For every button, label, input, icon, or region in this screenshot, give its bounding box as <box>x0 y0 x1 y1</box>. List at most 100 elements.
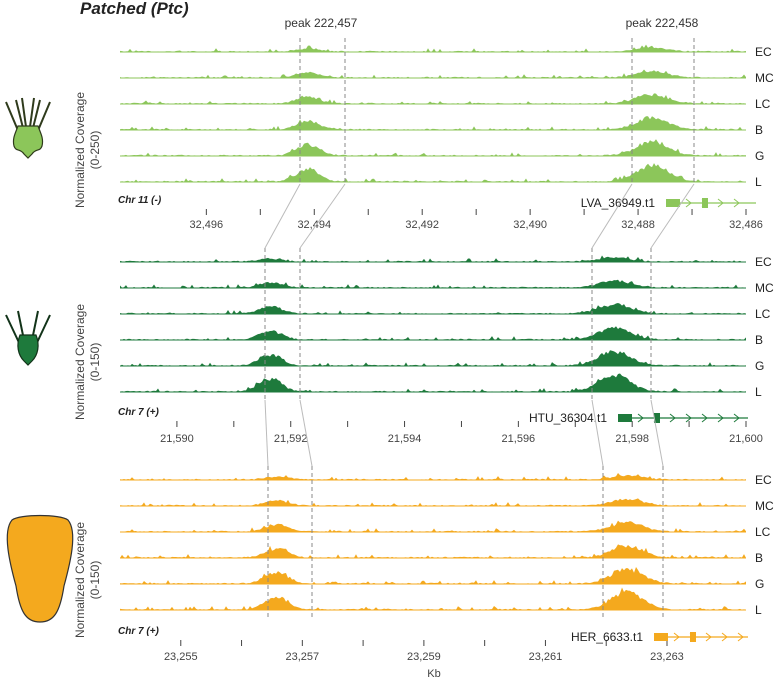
panel-1: Normalized Coverage(0-250) EC MC LC BGL Chr 1… <box>73 44 774 231</box>
gene-strand-arrow <box>737 632 744 642</box>
gene-strand-arrow <box>733 198 740 208</box>
x-tick-label: 32,494 <box>297 219 331 231</box>
panel-3: Normalized Coverage(0-150) EC MC LC BGL Chr 7… <box>73 473 774 663</box>
coverage-area-l <box>120 373 746 392</box>
gene-strand-arrow <box>701 198 708 208</box>
track-label-l: L <box>755 175 762 189</box>
track-label-b: B <box>755 123 763 137</box>
gene-strand-arrow <box>669 413 676 423</box>
gene-exon <box>618 414 632 422</box>
x-axis-title: Kb <box>427 668 440 680</box>
coverage-area-g <box>120 567 746 584</box>
coverage-area-ec <box>120 44 746 52</box>
coverage-area-l <box>120 587 746 610</box>
coverage-area-mc <box>120 498 746 506</box>
coverage-area-lc <box>120 93 746 104</box>
peak-connector <box>299 399 313 467</box>
peak-guides: Kb <box>264 38 695 680</box>
x-tick-label: 21,598 <box>615 433 649 445</box>
track-label-g: G <box>755 149 764 163</box>
peak-connector <box>264 399 269 467</box>
coverage-area-l <box>120 163 746 182</box>
coverage-area-lc <box>120 303 746 314</box>
x-tick-label: 21,594 <box>388 433 422 445</box>
track-label-l: L <box>755 385 762 399</box>
gene-strand-arrow <box>717 198 724 208</box>
gene-exon <box>690 632 696 642</box>
gene-strand-arrow <box>721 632 728 642</box>
gene-strand-arrow <box>637 413 644 423</box>
y-axis-label: Normalized Coverage(0-250) <box>73 92 102 208</box>
peak-connector <box>591 399 604 467</box>
panel-2: Normalized Coverage(0-150) EC MC LC BGL Chr 7… <box>73 255 774 445</box>
gene-strand-arrow <box>701 413 708 423</box>
chromosome-label: Chr 7 (+) <box>118 407 160 418</box>
x-tick-label: 32,488 <box>621 219 655 231</box>
gene-strand-arrow <box>685 198 692 208</box>
x-tick-label: 23,261 <box>529 651 563 663</box>
x-tick-label: 23,257 <box>286 651 320 663</box>
gene-exon <box>702 198 708 208</box>
peak-connector <box>650 183 695 249</box>
x-tick-label: 32,496 <box>190 219 224 231</box>
chromosome-label: Chr 11 (-) <box>118 195 162 206</box>
track-label-lc: LC <box>755 525 771 539</box>
gene-strand-arrow <box>733 413 740 423</box>
coverage-area-g <box>120 139 746 156</box>
coverage-area-ec <box>120 255 746 262</box>
peak-connector <box>650 399 664 467</box>
coverage-area-g <box>120 350 746 366</box>
x-tick-label: 23,263 <box>650 651 684 663</box>
peak-connector <box>299 183 346 249</box>
gene-strand-arrow <box>689 632 696 642</box>
x-tick-label: 32,486 <box>729 219 763 231</box>
x-tick-label: 21,592 <box>274 433 308 445</box>
larva-icon-dark <box>5 310 51 366</box>
x-tick-label: 23,259 <box>407 651 441 663</box>
gene-exon <box>654 413 660 423</box>
track-label-b: B <box>755 551 763 565</box>
y-axis-label-line: (0-150) <box>88 343 102 382</box>
gene-label: HER_6633.t1 <box>571 630 643 644</box>
track-label-ec: EC <box>755 45 772 59</box>
x-tick-label: 23,255 <box>164 651 198 663</box>
gene-exon <box>654 633 668 641</box>
y-axis-label-line: Normalized Coverage <box>73 522 87 638</box>
peak-connector <box>591 183 633 249</box>
x-tick-label: 21,600 <box>729 433 763 445</box>
gene-strand-arrow <box>653 413 660 423</box>
gene-strand-arrow <box>705 632 712 642</box>
figure-title: Patched (Ptc) <box>80 0 189 18</box>
y-axis-label: Normalized Coverage(0-150) <box>73 522 102 638</box>
x-tick-label: 21,596 <box>502 433 536 445</box>
track-label-lc: LC <box>755 307 771 321</box>
x-tick-label: 32,490 <box>513 219 547 231</box>
track-label-mc: MC <box>755 281 774 295</box>
track-label-mc: MC <box>755 499 774 513</box>
track-label-mc: MC <box>755 71 774 85</box>
track-label-g: G <box>755 359 764 373</box>
y-axis-label-line: (0-250) <box>88 131 102 170</box>
coverage-area-b <box>120 326 746 340</box>
peak-connector <box>264 183 301 249</box>
blob-icon <box>6 514 74 623</box>
coverage-area-b <box>120 544 746 558</box>
coverage-area-lc <box>120 520 746 532</box>
gene-strand-arrow <box>685 413 692 423</box>
x-tick-label: 21,590 <box>160 433 194 445</box>
y-axis-label-line: Normalized Coverage <box>73 304 87 420</box>
coverage-area-b <box>120 116 746 130</box>
gene-strand-arrow <box>673 632 680 642</box>
x-tick-label: 32,492 <box>405 219 439 231</box>
gene-label: LVA_36949.t1 <box>581 196 656 210</box>
track-label-g: G <box>755 577 764 591</box>
track-label-b: B <box>755 333 763 347</box>
gene-strand-arrow <box>717 413 724 423</box>
coverage-area-ec <box>120 473 746 480</box>
larva-icon <box>5 97 51 159</box>
gene-label: HTU_36304.t1 <box>529 411 607 425</box>
peak-label-2: peak 222,458 <box>626 16 699 30</box>
track-label-lc: LC <box>755 97 771 111</box>
gene-exon <box>666 199 680 207</box>
